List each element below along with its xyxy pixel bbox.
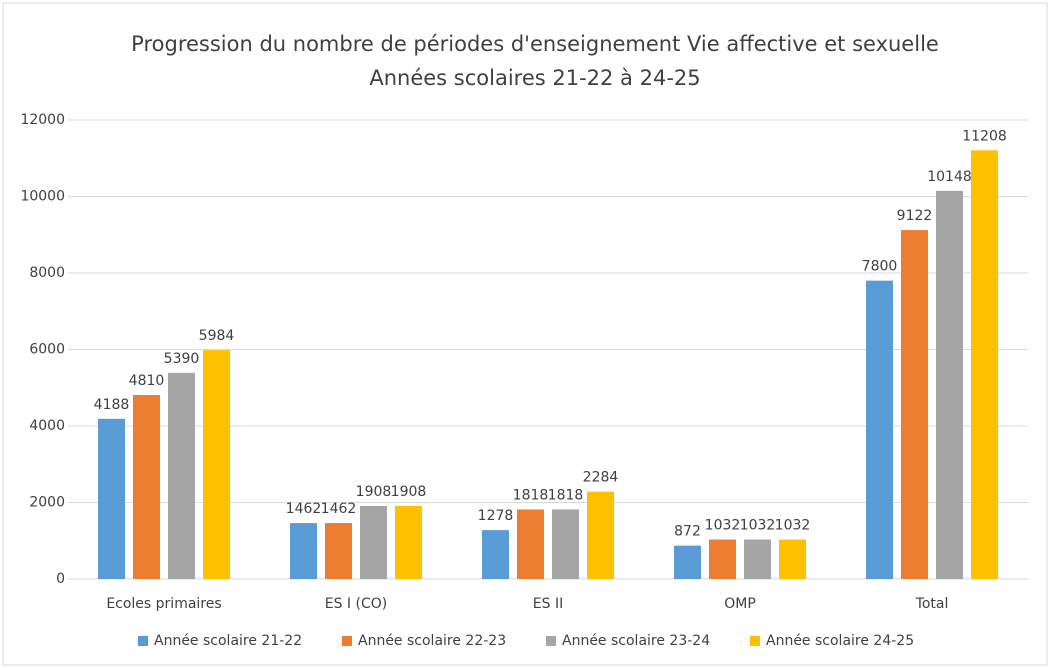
y-tick-label: 4000 bbox=[29, 418, 65, 434]
value-label: 7800 bbox=[862, 259, 898, 275]
value-label: 1462 bbox=[321, 501, 357, 517]
value-label: 10148 bbox=[927, 169, 972, 185]
legend-label: Année scolaire 24-25 bbox=[766, 633, 914, 649]
value-label: 1032 bbox=[775, 518, 811, 534]
legend-swatch bbox=[750, 636, 760, 646]
legend-label: Année scolaire 21-22 bbox=[154, 633, 302, 649]
value-label: 5984 bbox=[199, 328, 235, 344]
bar bbox=[552, 509, 579, 579]
legend-label: Année scolaire 23-24 bbox=[562, 633, 710, 649]
bar bbox=[203, 350, 230, 579]
value-label: 1818 bbox=[513, 487, 549, 503]
bar bbox=[360, 506, 387, 579]
bar bbox=[709, 539, 736, 579]
bar bbox=[971, 150, 998, 579]
legend-label: Année scolaire 22-23 bbox=[358, 633, 506, 649]
bar bbox=[168, 372, 195, 579]
value-label: 11208 bbox=[962, 128, 1007, 144]
legend-swatch bbox=[546, 636, 556, 646]
bar bbox=[936, 190, 963, 580]
bar bbox=[133, 395, 160, 579]
bar bbox=[674, 545, 701, 579]
x-tick-label: ES I (CO) bbox=[325, 596, 387, 612]
bar bbox=[587, 491, 614, 579]
legend-swatch bbox=[138, 636, 148, 646]
y-tick-label: 12000 bbox=[20, 112, 65, 128]
bar bbox=[395, 506, 422, 579]
x-tick-label: OMP bbox=[724, 596, 756, 612]
bar bbox=[779, 539, 806, 579]
value-label: 1032 bbox=[705, 518, 741, 534]
value-label: 1278 bbox=[478, 508, 514, 524]
value-label: 1032 bbox=[740, 518, 776, 534]
bar bbox=[98, 418, 125, 579]
value-label: 1818 bbox=[548, 487, 584, 503]
value-label: 2284 bbox=[583, 470, 619, 486]
chart-subtitle: Années scolaires 21-22 à 24-25 bbox=[369, 66, 700, 90]
bar bbox=[901, 230, 928, 579]
y-tick-label: 6000 bbox=[29, 342, 65, 358]
value-label: 9122 bbox=[897, 208, 933, 224]
y-tick-label: 10000 bbox=[20, 189, 65, 205]
bar bbox=[517, 509, 544, 579]
legend-swatch bbox=[342, 636, 352, 646]
bar bbox=[290, 523, 317, 579]
y-tick-label: 2000 bbox=[29, 495, 65, 511]
y-tick-label: 8000 bbox=[29, 265, 65, 281]
bar bbox=[866, 280, 893, 579]
x-tick-label: Total bbox=[915, 596, 949, 612]
x-tick-label: Ecoles primaires bbox=[106, 596, 221, 612]
value-label: 872 bbox=[674, 524, 701, 540]
x-tick-label: ES II bbox=[533, 596, 563, 612]
bar bbox=[325, 523, 352, 579]
value-label: 1462 bbox=[286, 501, 322, 517]
value-label: 5390 bbox=[164, 351, 200, 367]
value-label: 1908 bbox=[356, 484, 392, 500]
value-label: 1908 bbox=[391, 484, 427, 500]
y-tick-label: 0 bbox=[56, 571, 65, 587]
bar bbox=[744, 539, 771, 579]
bar bbox=[482, 530, 509, 579]
chart-title: Progression du nombre de périodes d'ense… bbox=[131, 32, 939, 56]
value-label: 4188 bbox=[94, 397, 130, 413]
value-label: 4810 bbox=[129, 373, 165, 389]
